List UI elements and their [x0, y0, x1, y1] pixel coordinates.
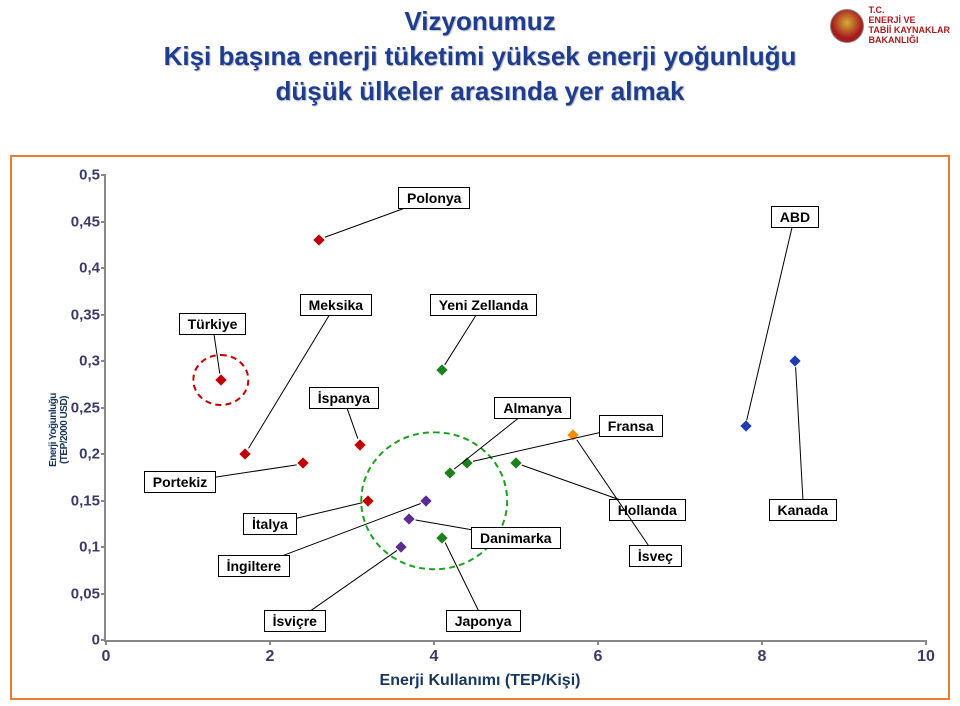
y-tick-label: 0,2 [50, 446, 100, 463]
y-tick-label: 0 [50, 632, 100, 649]
plot-area: 00,050,10,150,20,250,30,350,40,450,50246… [104, 175, 926, 642]
callout-label: İtalya [243, 513, 297, 535]
title-line-2: Kişi başına enerji tüketimi yüksek enerj… [0, 39, 960, 74]
x-tick-label: 6 [594, 648, 603, 666]
x-tick-label: 8 [758, 648, 767, 666]
callout-label: Kanada [769, 499, 838, 521]
data-point [355, 439, 366, 450]
callout-label: Japonya [446, 610, 521, 632]
data-point [789, 355, 800, 366]
data-point [740, 420, 751, 431]
callout-leader [248, 305, 336, 449]
callout-leader [795, 367, 804, 510]
chart-inner: Enerji Yoğunluğu (TEP/2000 USD) 00,050,1… [26, 167, 934, 692]
chart-frame: Enerji Yoğunluğu (TEP/2000 USD) 00,050,1… [10, 155, 950, 700]
y-tick-label: 0,5 [50, 167, 100, 184]
y-tick-label: 0,3 [50, 353, 100, 370]
callout-label: İsveç [629, 545, 682, 567]
crest-icon [830, 9, 864, 43]
y-tick-label: 0,25 [50, 399, 100, 416]
callout-leader [746, 217, 795, 421]
highlight-ellipse [360, 431, 508, 571]
data-point [510, 458, 521, 469]
y-tick-label: 0,35 [50, 306, 100, 323]
callout-label: Danimarka [471, 527, 561, 549]
callout-label: Portekiz [144, 471, 216, 493]
callout-label: Almanya [494, 397, 570, 419]
x-tick-label: 0 [102, 648, 111, 666]
callout-label: Türkiye [179, 313, 247, 335]
y-tick-label: 0,1 [50, 539, 100, 556]
callout-label: Fransa [599, 415, 663, 437]
data-point [437, 365, 448, 376]
callout-label: İspanya [309, 387, 379, 409]
x-tick-label: 2 [266, 648, 275, 666]
callout-label: İsviçre [264, 610, 326, 632]
ministry-logo: T.C. ENERJİ VE TABİİ KAYNAKLAR BAKANLIĞI [830, 6, 950, 46]
data-point [314, 234, 325, 245]
y-tick-label: 0,15 [50, 492, 100, 509]
y-tick-label: 0,05 [50, 585, 100, 602]
x-axis-label: Enerji Kullanımı (TEP/Kişi) [380, 672, 581, 690]
x-tick-label: 4 [430, 648, 439, 666]
title-block: Vizyonumuz Kişi başına enerji tüketimi y… [0, 0, 960, 109]
callout-label: Meksika [300, 294, 372, 316]
x-tick-label: 10 [917, 648, 935, 666]
callout-label: Yeni Zellanda [430, 294, 537, 316]
callout-label: İngiltere [218, 555, 290, 577]
y-tick-label: 0,45 [50, 213, 100, 230]
ministry-text: T.C. ENERJİ VE TABİİ KAYNAKLAR BAKANLIĞI [868, 6, 950, 46]
title-line-3: düşük ülkeler arasında yer almak [0, 74, 960, 109]
callout-label: ABD [771, 206, 819, 228]
callout-label: Polonya [398, 187, 470, 209]
data-point [240, 448, 251, 459]
y-tick-label: 0,4 [50, 260, 100, 277]
data-point [297, 458, 308, 469]
title-line-1: Vizyonumuz [0, 4, 960, 39]
